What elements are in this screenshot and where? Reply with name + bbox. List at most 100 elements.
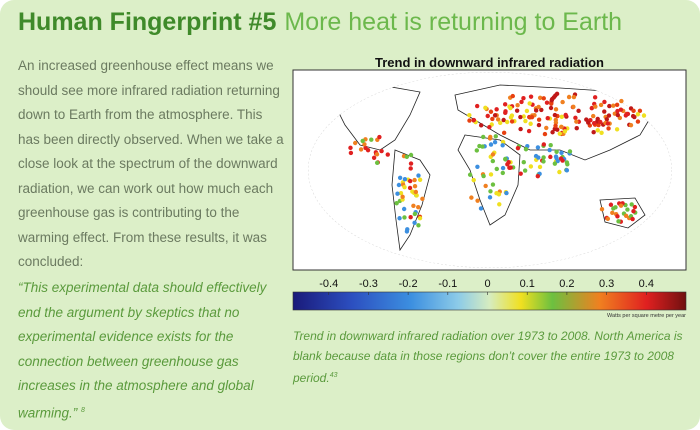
station-dot [487,195,493,200]
station-dot [377,134,382,140]
station-dot [631,108,636,114]
station-dot [402,177,408,182]
station-dot [507,165,512,170]
station-dot [467,118,472,123]
station-dot [494,166,499,172]
station-dot [541,159,546,164]
station-dot [615,108,620,114]
station-dot [508,105,513,111]
station-dot [483,183,488,189]
station-dot [514,108,520,113]
station-dot [498,120,503,126]
station-dot [527,101,532,106]
station-dot [500,143,505,148]
station-dot [417,215,423,221]
station-dot [623,213,629,219]
quote: “This experimental data should effective… [18,276,280,426]
station-dot [417,177,423,182]
station-dot [528,164,534,169]
station-dot [475,198,480,203]
station-dot [518,171,523,176]
station-dot [394,201,399,206]
station-dot [560,99,565,105]
station-dot [611,206,616,211]
station-dot [521,95,526,101]
station-dot [611,103,616,108]
station-dot [478,206,484,211]
station-dot [348,150,354,156]
station-dot [604,117,610,122]
station-dot [404,154,410,159]
station-dot [522,168,528,173]
station-dot [607,103,612,109]
station-dot [574,126,579,131]
station-dot [528,94,534,99]
station-dot [552,161,558,166]
caption-ref: 43 [329,372,338,379]
station-dot [504,190,509,196]
quote-text: “This experimental data should effective… [18,280,267,420]
station-dot [405,227,410,232]
station-dot [552,112,558,118]
station-dot [615,112,621,118]
station-dot [526,128,532,134]
station-dot [413,189,419,195]
station-dot [352,140,358,146]
station-dot [541,96,546,101]
station-dot [593,104,598,109]
station-dot [480,144,485,149]
station-dot [492,113,498,118]
station-dot [503,110,508,116]
station-dot [550,96,555,102]
station-dot [374,152,380,157]
station-dot [631,208,636,214]
station-dot [545,115,550,121]
station-dot [503,156,508,162]
station-dot [599,206,605,212]
station-dot [501,130,507,136]
station-dot [401,206,407,212]
station-dot [348,145,353,151]
station-dot [557,131,562,136]
heading: Human Fingerprint #5 More heat is returni… [18,8,622,37]
station-dot [411,203,416,209]
station-dot [474,103,480,109]
station-dot [537,95,543,100]
station-dot [369,137,374,142]
station-dot [629,202,634,207]
station-dot [510,93,515,99]
station-dot [494,107,499,112]
station-dot [420,196,425,202]
station-dot [523,147,529,152]
station-dot [536,117,542,122]
station-dot [635,112,641,117]
station-dot [518,114,523,120]
station-dot [630,216,635,222]
station-dots [348,91,647,234]
station-dot [614,102,620,108]
station-dot [385,152,390,157]
station-dot [397,175,403,181]
station-dot [598,119,603,125]
caption: Trend in downward infrared radiation ove… [293,326,688,388]
station-dot [374,160,380,165]
caption-text: Trend in downward infrared radiation ove… [293,329,683,385]
station-dot [616,219,621,224]
station-dot [402,184,407,190]
station-dot [410,189,415,194]
station-dot [564,168,570,173]
station-dot [471,177,476,183]
station-dot [589,105,594,111]
station-dot [539,107,544,113]
station-dot [599,130,604,135]
station-dot [562,129,568,134]
station-dot [414,193,419,198]
intro-text: An increased greenhouse effect means we … [18,58,284,269]
station-dot [467,112,472,118]
station-dot [576,108,581,114]
station-dot [536,122,542,128]
station-dot [490,152,496,157]
station-dot [542,131,548,137]
station-dot [379,148,384,154]
